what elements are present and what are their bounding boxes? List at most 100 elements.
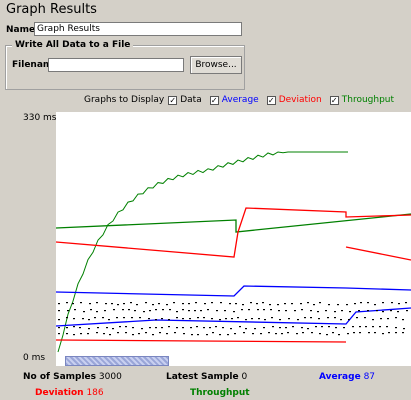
file-panel-legend: Write All Data to a File — [12, 40, 134, 50]
data-point — [159, 332, 161, 334]
data-point — [278, 310, 280, 312]
data-point — [338, 334, 340, 336]
data-point — [155, 309, 157, 311]
throughput-trace — [57, 151, 348, 353]
data-point — [190, 327, 192, 329]
data-point — [73, 334, 75, 336]
average-stat: Average 87 — [319, 372, 375, 382]
data-point — [332, 332, 334, 334]
throughput-flat-trace — [56, 213, 411, 233]
data-point — [73, 326, 75, 328]
data-point — [347, 333, 349, 335]
data-point — [328, 304, 330, 306]
deviation-label: Deviation — [35, 388, 84, 398]
toggle-average[interactable]: ✓ Average — [209, 95, 259, 105]
checkbox-deviation[interactable]: ✓ — [266, 95, 276, 105]
data-point — [73, 318, 75, 320]
data-point — [387, 318, 389, 320]
data-point — [148, 318, 150, 320]
data-point — [395, 332, 397, 334]
data-point — [176, 311, 178, 313]
data-point — [141, 328, 143, 330]
data-point — [390, 310, 392, 312]
filename-input[interactable] — [48, 58, 184, 72]
data-point — [279, 319, 281, 321]
checkbox-data[interactable]: ✓ — [168, 95, 178, 105]
data-point — [279, 327, 281, 329]
throughput-label: Throughput — [190, 388, 250, 398]
graphs-to-display-label: Graphs to Display — [84, 95, 165, 105]
data-point — [166, 333, 168, 335]
write-to-file-panel: Write All Data to a File Filename Browse… — [5, 40, 245, 90]
data-point — [225, 318, 227, 320]
data-point — [152, 334, 154, 336]
data-point — [204, 303, 206, 305]
data-point — [402, 319, 404, 321]
data-point — [88, 328, 90, 330]
data-point — [304, 317, 306, 319]
data-point — [209, 327, 211, 329]
data-point — [364, 317, 366, 319]
throughput-stat: Throughput — [190, 388, 250, 398]
data-point — [271, 317, 273, 319]
browse-button[interactable]: Browse... — [190, 56, 242, 74]
samples-stat: No of Samples 3000 — [23, 372, 122, 382]
data-point — [123, 317, 125, 319]
data-point — [174, 332, 176, 334]
data-point — [241, 309, 243, 311]
data-point — [234, 333, 236, 335]
data-point — [58, 303, 60, 305]
data-point — [166, 304, 168, 306]
data-point — [402, 332, 404, 334]
data-point — [301, 327, 303, 329]
checkbox-throughput[interactable]: ✓ — [329, 95, 339, 105]
toggle-data[interactable]: ✓ Data — [168, 95, 202, 105]
data-point — [307, 302, 309, 304]
data-point — [108, 319, 110, 321]
data-point — [105, 303, 107, 305]
average-trace — [56, 285, 411, 297]
data-point — [315, 326, 317, 328]
data-point — [310, 310, 312, 312]
data-point — [388, 332, 390, 334]
data-point — [117, 332, 119, 334]
graph-scroll-thumb[interactable] — [65, 356, 169, 366]
deviation-stat: Deviation 186 — [35, 388, 104, 398]
data-point — [113, 309, 115, 311]
data-point — [250, 302, 252, 304]
data-point — [368, 332, 370, 334]
data-point — [287, 332, 289, 334]
data-point — [125, 332, 127, 334]
data-point — [359, 332, 361, 334]
data-point — [168, 319, 170, 321]
data-point — [230, 328, 232, 330]
data-point — [321, 326, 323, 328]
data-point — [161, 327, 163, 329]
name-input[interactable]: Graph Results — [34, 22, 242, 36]
data-point — [132, 327, 134, 329]
deviation-trace — [56, 207, 411, 258]
data-point — [222, 327, 224, 329]
data-point — [109, 334, 111, 336]
data-point — [398, 303, 400, 305]
data-point — [197, 317, 199, 319]
data-point — [136, 304, 138, 306]
toggle-deviation[interactable]: ✓ Deviation — [266, 95, 322, 105]
data-point — [128, 309, 130, 311]
data-point — [66, 333, 68, 335]
data-point — [219, 334, 221, 336]
data-point — [352, 326, 354, 328]
data-point — [94, 317, 96, 319]
average-label: Average — [319, 372, 361, 382]
y-axis-min-label: 0 ms — [23, 353, 46, 363]
data-point — [296, 333, 298, 335]
data-point — [263, 309, 265, 311]
data-point — [200, 310, 202, 312]
checkbox-average[interactable]: ✓ — [209, 95, 219, 105]
toggle-throughput[interactable]: ✓ Throughput — [329, 95, 394, 105]
data-point — [155, 327, 157, 329]
data-point — [87, 333, 89, 335]
data-point — [310, 317, 312, 319]
data-point — [196, 326, 198, 328]
data-point — [189, 318, 191, 320]
